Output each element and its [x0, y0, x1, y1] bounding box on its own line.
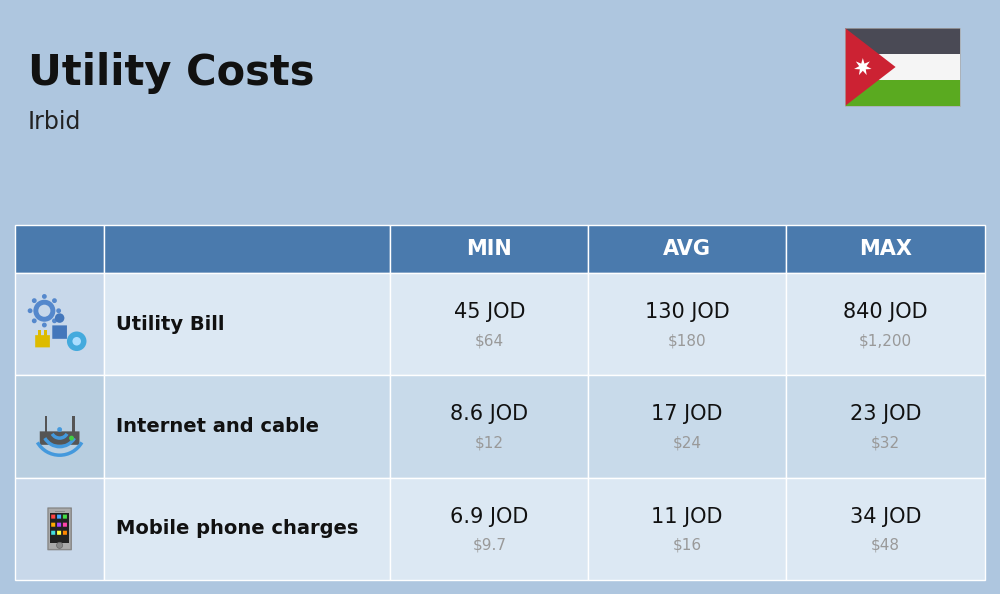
Polygon shape: [845, 28, 896, 106]
Circle shape: [42, 294, 47, 299]
Circle shape: [52, 318, 57, 323]
Text: 11 JOD: 11 JOD: [651, 507, 723, 526]
Bar: [588, 478, 786, 580]
Circle shape: [55, 313, 64, 323]
Bar: [390, 225, 588, 273]
Text: 17 JOD: 17 JOD: [651, 405, 723, 424]
Text: Utility Costs: Utility Costs: [28, 52, 314, 94]
FancyBboxPatch shape: [51, 523, 55, 527]
Bar: [38, 330, 41, 336]
Text: 23 JOD: 23 JOD: [850, 405, 921, 424]
Text: AVG: AVG: [663, 239, 711, 259]
FancyBboxPatch shape: [63, 531, 67, 535]
Text: 34 JOD: 34 JOD: [850, 507, 921, 526]
FancyBboxPatch shape: [63, 514, 67, 519]
Bar: [390, 273, 588, 375]
Bar: [104, 478, 390, 580]
Circle shape: [32, 298, 37, 303]
Circle shape: [57, 427, 62, 432]
Text: $32: $32: [871, 435, 900, 450]
Bar: [845, 80, 960, 106]
Bar: [390, 478, 588, 580]
Text: 130 JOD: 130 JOD: [645, 302, 730, 322]
Circle shape: [52, 298, 57, 303]
Bar: [15, 478, 104, 580]
Bar: [588, 273, 786, 375]
Bar: [104, 225, 390, 273]
Bar: [588, 225, 786, 273]
FancyBboxPatch shape: [57, 523, 61, 527]
Text: $16: $16: [673, 538, 702, 552]
Text: MAX: MAX: [859, 239, 912, 259]
Bar: [104, 273, 390, 375]
Circle shape: [56, 308, 61, 313]
FancyBboxPatch shape: [51, 514, 55, 519]
Circle shape: [69, 435, 74, 441]
Circle shape: [28, 308, 32, 313]
Text: $24: $24: [673, 435, 702, 450]
Bar: [845, 54, 960, 80]
Circle shape: [57, 542, 63, 548]
Text: $9.7: $9.7: [472, 538, 506, 552]
Bar: [786, 273, 985, 375]
Text: $12: $12: [475, 435, 504, 450]
Bar: [15, 273, 104, 375]
Bar: [390, 375, 588, 478]
Bar: [72, 416, 75, 432]
Circle shape: [67, 331, 86, 351]
FancyBboxPatch shape: [57, 514, 61, 519]
Text: $64: $64: [475, 333, 504, 348]
FancyBboxPatch shape: [51, 531, 55, 535]
Text: MIN: MIN: [466, 239, 512, 259]
Bar: [588, 375, 786, 478]
Bar: [104, 375, 390, 478]
Bar: [786, 375, 985, 478]
Circle shape: [33, 300, 55, 322]
Text: Mobile phone charges: Mobile phone charges: [116, 519, 359, 538]
FancyBboxPatch shape: [52, 326, 67, 339]
Text: Utility Bill: Utility Bill: [116, 315, 225, 334]
Bar: [786, 478, 985, 580]
Text: $180: $180: [668, 333, 707, 348]
Text: Irbid: Irbid: [28, 110, 81, 134]
Text: 8.6 JOD: 8.6 JOD: [450, 405, 528, 424]
Bar: [55, 510, 65, 512]
Bar: [15, 225, 104, 273]
FancyBboxPatch shape: [48, 508, 71, 549]
Text: Internet and cable: Internet and cable: [116, 417, 319, 436]
Text: 6.9 JOD: 6.9 JOD: [450, 507, 529, 526]
Circle shape: [72, 337, 81, 346]
Text: 45 JOD: 45 JOD: [454, 302, 525, 322]
Bar: [50, 513, 69, 543]
Bar: [45, 416, 47, 432]
Circle shape: [32, 318, 37, 323]
FancyBboxPatch shape: [63, 523, 67, 527]
Circle shape: [42, 323, 47, 327]
Text: 840 JOD: 840 JOD: [843, 302, 928, 322]
FancyBboxPatch shape: [35, 335, 50, 347]
Bar: [15, 375, 104, 478]
Bar: [786, 225, 985, 273]
FancyBboxPatch shape: [57, 531, 61, 535]
Bar: [845, 28, 960, 106]
Bar: [44, 330, 47, 336]
Circle shape: [38, 305, 50, 317]
FancyBboxPatch shape: [40, 431, 79, 445]
Text: $48: $48: [871, 538, 900, 552]
Polygon shape: [854, 58, 872, 75]
Bar: [845, 28, 960, 54]
Text: $1,200: $1,200: [859, 333, 912, 348]
